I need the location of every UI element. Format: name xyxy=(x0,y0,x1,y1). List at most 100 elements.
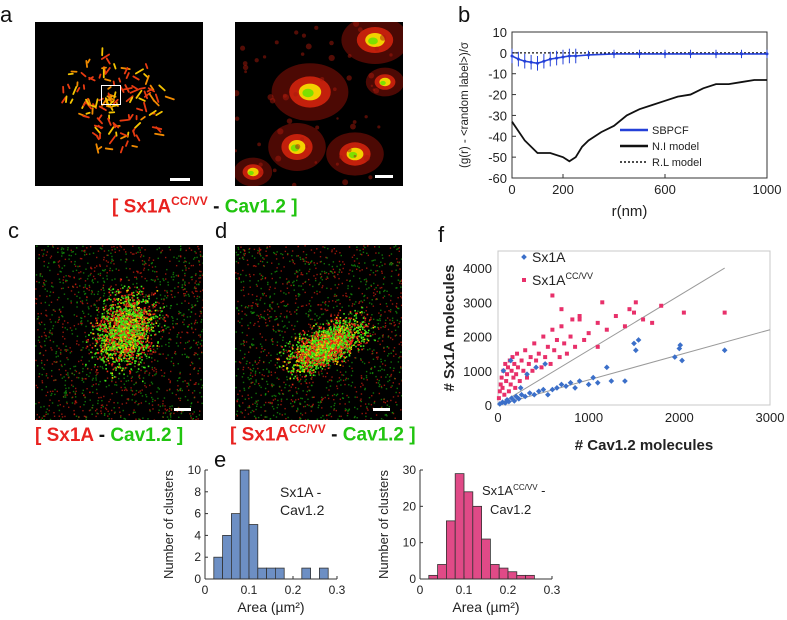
localization-dot xyxy=(247,324,249,327)
localization-dot xyxy=(65,373,68,376)
cluster-mark xyxy=(158,84,166,92)
localization-dot xyxy=(99,340,101,342)
localization-dot xyxy=(194,304,197,306)
localization-dot xyxy=(89,322,92,325)
localization-dot xyxy=(297,407,299,410)
localization-dot xyxy=(67,275,70,277)
localization-dot xyxy=(159,405,161,408)
localization-dot xyxy=(114,411,116,413)
localization-dot xyxy=(173,412,175,415)
localization-dot xyxy=(113,345,116,347)
localization-dot xyxy=(164,412,167,414)
localization-dot xyxy=(312,396,315,399)
localization-dot xyxy=(115,334,117,336)
panel-label-b: b xyxy=(458,2,471,27)
localization-dot xyxy=(199,274,201,277)
localization-dot xyxy=(122,324,125,327)
localization-dot xyxy=(368,361,370,364)
series-point-sbpcf xyxy=(587,53,590,57)
localization-dot xyxy=(277,306,280,308)
localization-dot xyxy=(40,362,43,364)
cluster-mark xyxy=(129,88,140,94)
localization-dot xyxy=(369,372,372,374)
localization-dot xyxy=(138,320,140,323)
localization-dot xyxy=(118,249,121,252)
localization-dot xyxy=(91,324,94,327)
localization-dot xyxy=(114,343,116,346)
localization-dot xyxy=(103,342,105,345)
localization-dot xyxy=(384,263,386,265)
localization-dot xyxy=(256,403,258,405)
localization-dot xyxy=(98,299,100,301)
localization-dot xyxy=(375,414,378,416)
localization-dot xyxy=(395,401,397,404)
localization-dot xyxy=(109,353,111,356)
localization-dot xyxy=(112,307,115,310)
localization-dot xyxy=(156,297,158,300)
localization-dot xyxy=(132,313,134,316)
localization-dot xyxy=(198,357,201,360)
localization-dot xyxy=(325,322,328,325)
localization-dot xyxy=(293,400,296,403)
localization-dot xyxy=(131,325,134,327)
localization-dot xyxy=(160,369,163,371)
localization-dot xyxy=(150,342,153,344)
localization-dot xyxy=(341,271,343,273)
localization-dot xyxy=(186,385,188,388)
localization-dot xyxy=(106,370,109,373)
localization-dot xyxy=(311,318,313,320)
localization-dot xyxy=(112,333,115,335)
localization-dot xyxy=(113,263,115,265)
localization-dot xyxy=(264,318,267,321)
localization-dot xyxy=(338,415,341,418)
localization-dot xyxy=(85,341,88,343)
localization-dot xyxy=(142,320,145,323)
localization-dot xyxy=(137,403,139,406)
localization-dot xyxy=(119,351,122,354)
localization-dot xyxy=(123,389,126,392)
localization-dot xyxy=(84,292,87,295)
localization-dot xyxy=(45,335,47,337)
localization-dot xyxy=(49,269,51,272)
localization-dot xyxy=(100,344,102,347)
localization-dot xyxy=(113,316,116,319)
localization-dot xyxy=(124,251,127,253)
localization-dot xyxy=(114,384,116,386)
localization-dot xyxy=(161,326,163,328)
localization-dot xyxy=(339,252,341,254)
localization-dot xyxy=(100,319,103,322)
localization-dot xyxy=(110,372,112,374)
localization-dot xyxy=(72,285,74,288)
localization-dot xyxy=(147,318,149,320)
localization-dot xyxy=(389,366,392,369)
localization-dot xyxy=(363,378,365,380)
localization-dot xyxy=(365,310,367,312)
localization-dot xyxy=(316,322,318,324)
localization-dot xyxy=(82,341,84,343)
localization-dot xyxy=(276,251,278,253)
localization-dot xyxy=(52,341,55,343)
localization-dot xyxy=(128,340,130,342)
localization-dot xyxy=(342,261,344,263)
localization-dot xyxy=(114,251,116,253)
localization-dot xyxy=(244,313,246,315)
localization-dot xyxy=(132,302,135,305)
localization-dot xyxy=(55,379,57,381)
localization-dot xyxy=(113,412,116,414)
localization-dot xyxy=(70,254,72,257)
localization-dot xyxy=(397,326,400,328)
localization-dot xyxy=(376,378,379,381)
localization-dot xyxy=(295,298,298,300)
localization-dot xyxy=(168,246,170,249)
localization-dot xyxy=(120,323,123,325)
localization-dot xyxy=(297,245,299,248)
localization-dot xyxy=(159,283,162,286)
localization-dot xyxy=(247,263,249,266)
localization-dot xyxy=(134,307,136,310)
localization-dot xyxy=(386,404,389,406)
localization-dot xyxy=(105,347,108,349)
localization-dot xyxy=(91,346,94,349)
localization-dot xyxy=(136,314,138,316)
localization-dot xyxy=(123,333,126,336)
localization-dot xyxy=(371,299,373,301)
